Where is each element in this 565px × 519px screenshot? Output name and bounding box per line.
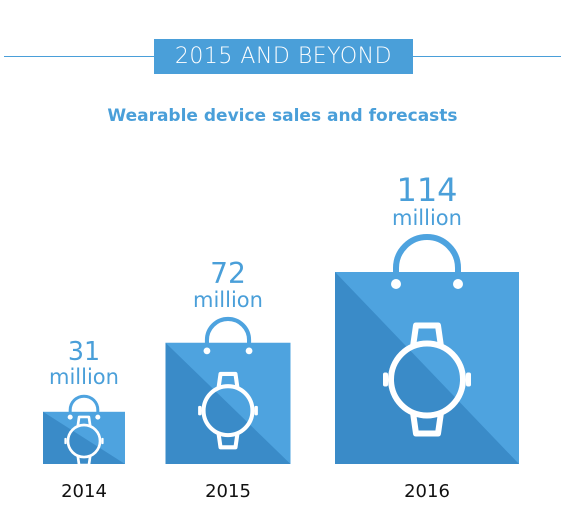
data-label-unit: million xyxy=(49,365,119,389)
bag-shade xyxy=(43,411,125,464)
watch-face xyxy=(66,423,102,459)
watch-button-left xyxy=(198,405,202,416)
watch-icon xyxy=(383,322,471,437)
handle-rivet xyxy=(95,414,101,420)
category-label: 2015 xyxy=(205,481,251,502)
watch-strap-top xyxy=(410,322,444,347)
handle-rivet xyxy=(391,279,401,289)
watch-strap-top xyxy=(216,371,240,389)
banner-title: 2015 AND BEYOND xyxy=(154,39,413,74)
watch-button-right xyxy=(254,405,258,416)
handle-rivet xyxy=(67,414,73,420)
watch-button-right xyxy=(101,437,104,445)
data-label-unit: million xyxy=(193,288,263,312)
category-label: 2016 xyxy=(404,481,450,502)
watch-strap-bottom xyxy=(76,455,92,467)
bag-handle xyxy=(204,316,252,351)
handle-rivet xyxy=(245,347,253,355)
watch-strap-bottom xyxy=(410,412,444,437)
watch-face xyxy=(201,384,255,438)
chart-subtitle: Wearable device sales and forecasts xyxy=(107,106,458,126)
watch-icon xyxy=(198,371,258,450)
watch-strap-top xyxy=(76,415,92,427)
watch-strap-bottom xyxy=(216,432,240,450)
watch-button-left xyxy=(383,372,388,387)
handle-rivet xyxy=(453,279,463,289)
watch-button-left xyxy=(64,437,67,445)
bag-shade xyxy=(335,272,519,464)
data-label-value: 31 xyxy=(68,336,100,366)
data-label-value: 114 xyxy=(396,171,457,209)
watch-icon xyxy=(64,415,104,467)
bag-handle xyxy=(68,394,100,418)
bag-handle xyxy=(393,234,461,284)
header-rule-left xyxy=(4,56,154,57)
data-label-unit: million xyxy=(392,206,462,230)
watch-face xyxy=(388,340,466,419)
handle-rivet xyxy=(203,347,211,355)
data-label-value: 72 xyxy=(210,257,246,290)
bag-shade xyxy=(165,342,291,464)
header-rule-right xyxy=(413,56,561,57)
watch-button-right xyxy=(466,372,471,387)
category-label: 2014 xyxy=(61,481,107,502)
